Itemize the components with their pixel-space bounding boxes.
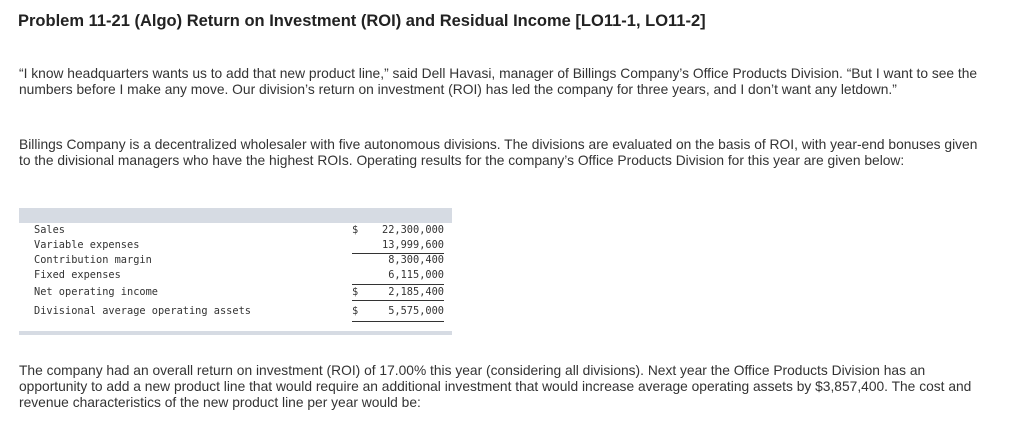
table-row-net-operating-income: Net operating income $ 2,185,400	[19, 285, 452, 300]
row-label: Net operating income	[34, 286, 158, 298]
table-header-bar	[19, 208, 452, 223]
subtotal-rule	[352, 284, 444, 285]
total-rule	[352, 300, 444, 301]
company-description-paragraph: Billings Company is a decentralized whol…	[19, 137, 978, 169]
row-label: Fixed expenses	[34, 269, 121, 281]
table-row-sales: Sales $ 22,300,000	[19, 223, 452, 238]
intro-paragraph: “I know headquarters wants us to add tha…	[19, 66, 978, 98]
table-footer-bar	[19, 331, 452, 335]
table-row-contribution-margin: Contribution margin 8,300,400	[19, 253, 452, 268]
row-currency: $	[352, 224, 359, 236]
table-row-variable-expenses: Variable expenses 13,999,600	[19, 238, 452, 253]
assets-rule	[352, 321, 444, 322]
row-label: Variable expenses	[34, 239, 140, 251]
row-amount: 2,185,400	[388, 286, 444, 298]
row-amount: 8,300,400	[388, 254, 444, 266]
row-amount: 22,300,000	[382, 224, 444, 236]
row-amount: 6,115,000	[388, 269, 444, 281]
table-row-fixed-expenses: Fixed expenses 6,115,000	[19, 268, 452, 283]
row-label: Divisional average operating assets	[34, 305, 251, 317]
problem-title: Problem 11-21 (Algo) Return on Investmen…	[18, 12, 706, 30]
operating-results-table: Sales $ 22,300,000 Variable expenses 13,…	[19, 208, 452, 335]
row-label: Sales	[34, 224, 65, 236]
subtotal-rule	[352, 253, 444, 254]
row-amount: 13,999,600	[382, 239, 444, 251]
row-label: Contribution margin	[34, 254, 152, 266]
row-currency: $	[352, 286, 359, 298]
row-amount: 5,575,000	[388, 305, 444, 317]
new-product-line-paragraph: The company had an overall return on inv…	[19, 363, 972, 411]
row-currency: $	[352, 305, 359, 317]
table-row-divisional-assets: Divisional average operating assets $ 5,…	[19, 304, 452, 319]
